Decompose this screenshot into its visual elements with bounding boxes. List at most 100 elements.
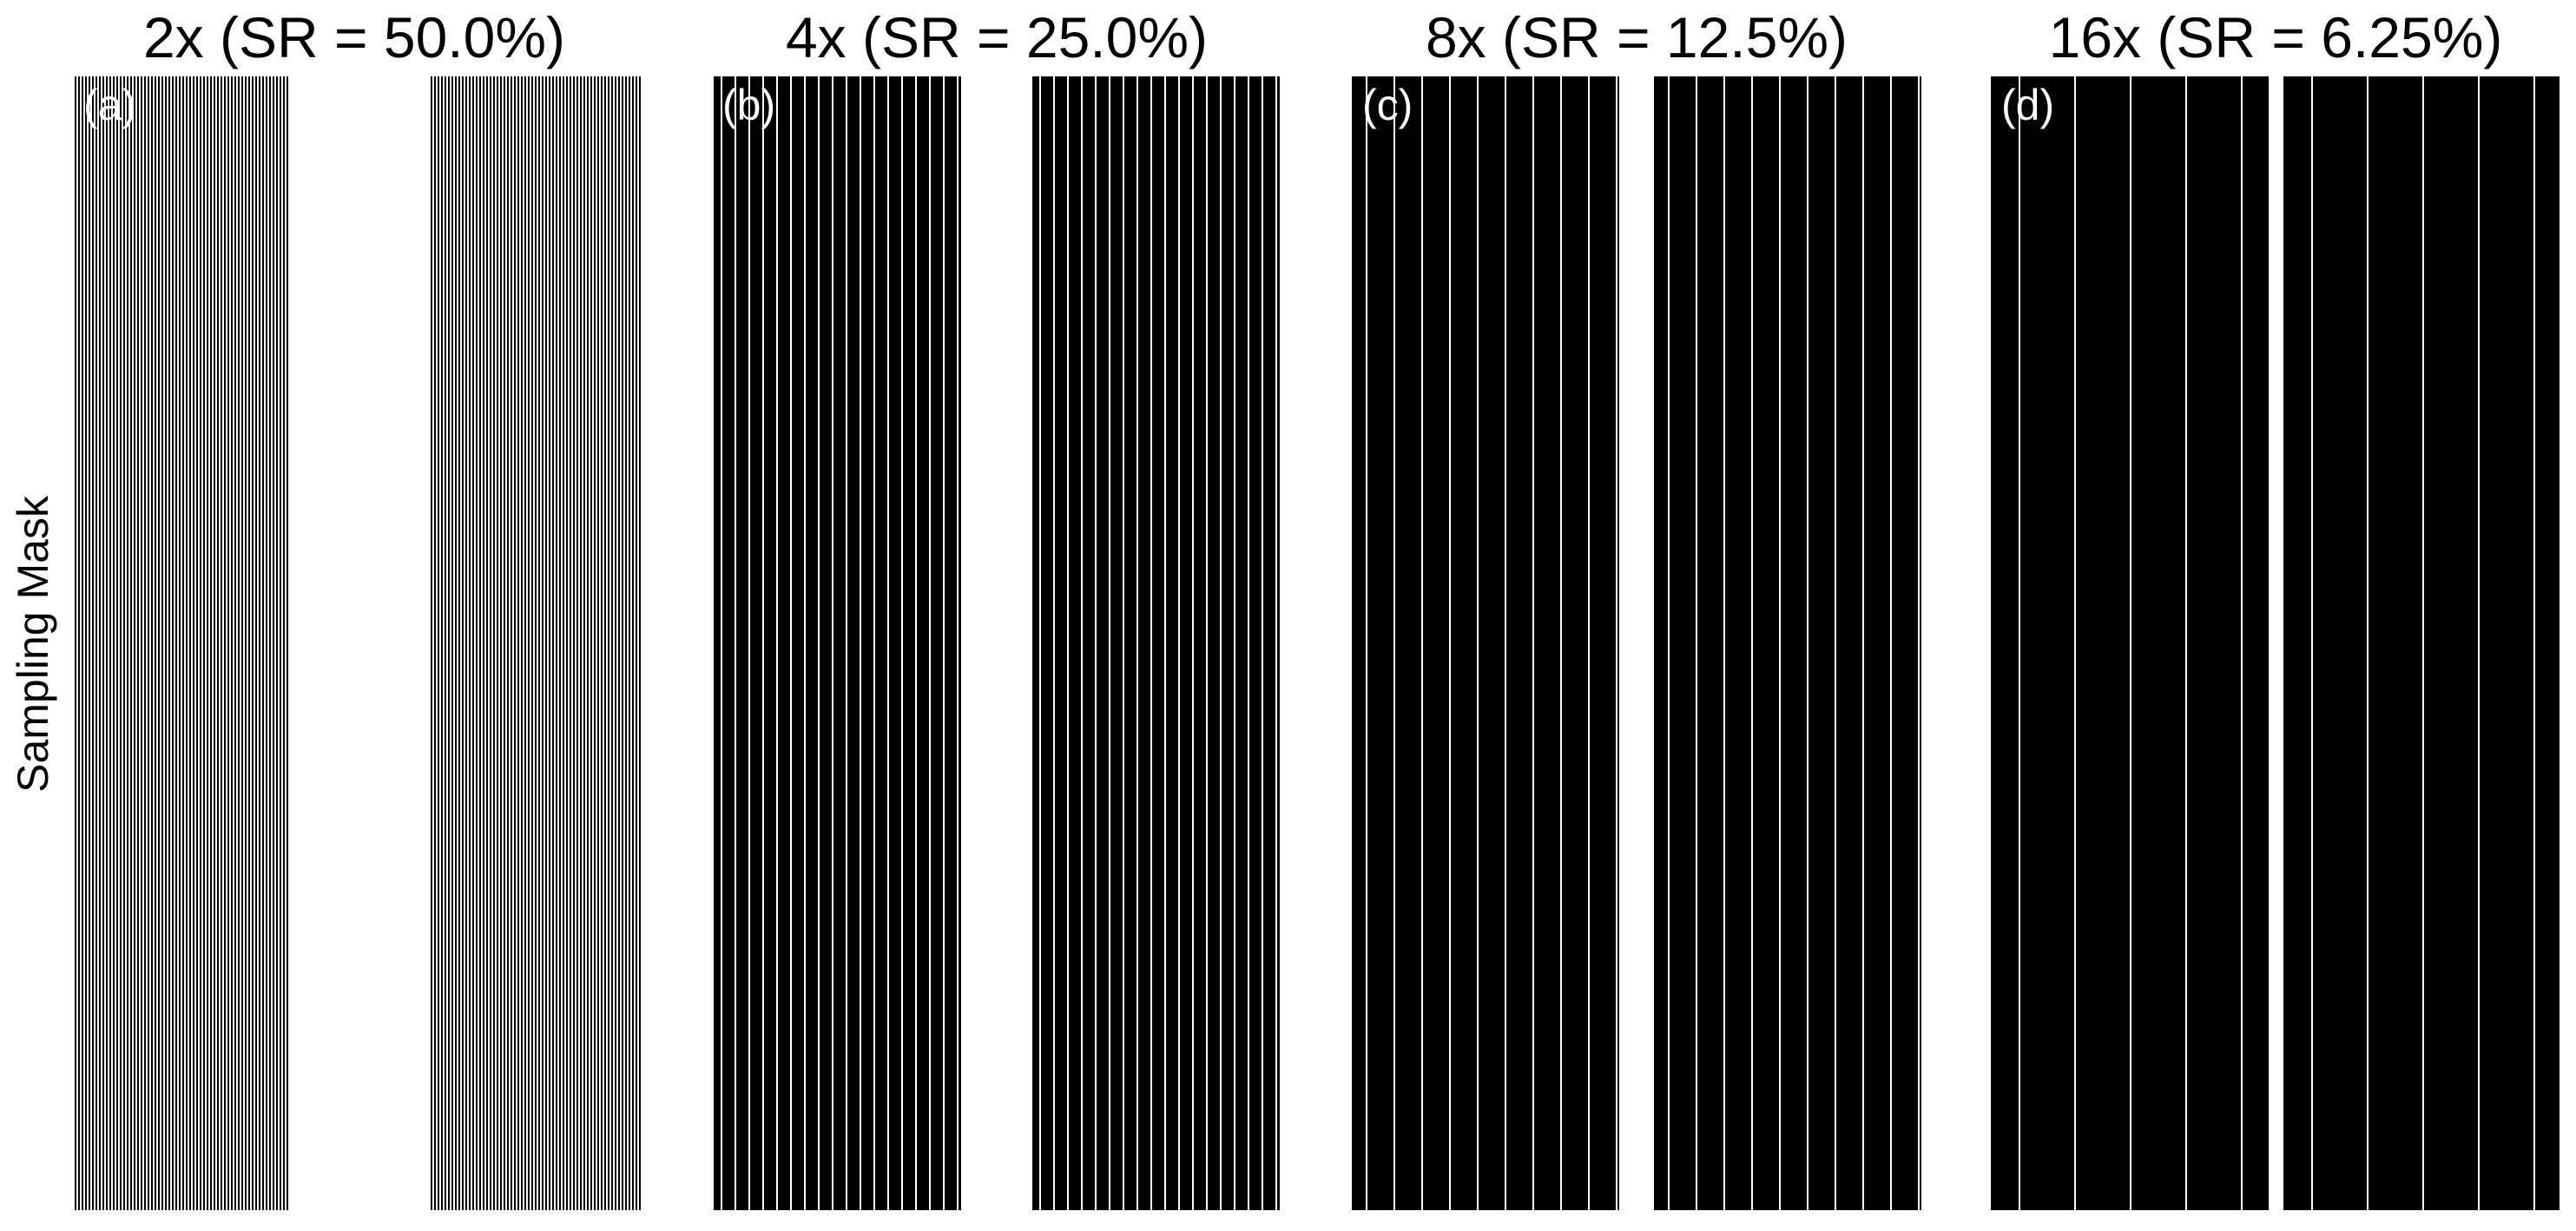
mask-line <box>109 76 111 1210</box>
sampled-line <box>818 76 820 1210</box>
mask-line <box>483 76 484 1210</box>
mask-line <box>524 76 526 1210</box>
sampled-line <box>1109 76 1110 1210</box>
mask-line <box>563 76 564 1210</box>
sampled-line <box>1890 76 1892 1210</box>
mask-line <box>465 76 467 1210</box>
sampled-line <box>1616 76 1617 1210</box>
mask-line <box>594 76 596 1210</box>
y-axis-label: Sampling Mask <box>9 495 57 793</box>
sampled-line <box>1560 76 1562 1210</box>
mask-line <box>75 76 76 1210</box>
mask-line <box>287 76 288 1210</box>
mask-line <box>497 76 498 1210</box>
panel-c-mask-right <box>1654 76 1921 1210</box>
mask-line <box>85 76 87 1210</box>
mask-line <box>434 76 436 1210</box>
sampled-line <box>1053 76 1055 1210</box>
sampled-line <box>1862 76 1864 1210</box>
sampled-line <box>1123 76 1124 1210</box>
sampled-line <box>1835 76 1836 1210</box>
sampled-line <box>2422 76 2424 1210</box>
sampled-line <box>1366 76 1367 1210</box>
sampled-line <box>1779 76 1781 1210</box>
sampled-line <box>887 76 889 1210</box>
panel-d-tag: (d) <box>2001 81 2054 129</box>
sampled-line <box>2241 76 2243 1210</box>
mask-line <box>587 76 589 1210</box>
mask-line <box>462 76 464 1210</box>
mask-line <box>276 76 278 1210</box>
mask-line <box>259 76 260 1210</box>
mask-line <box>144 76 146 1210</box>
sampled-line <box>957 76 959 1210</box>
panel-c-mask-left <box>1352 76 1619 1210</box>
mask-line <box>283 76 285 1210</box>
mask-line <box>203 76 205 1210</box>
mask-line <box>590 76 592 1210</box>
mask-line <box>476 76 478 1210</box>
mask-line <box>227 76 229 1210</box>
sampled-line <box>2533 76 2535 1210</box>
mask-line <box>472 76 474 1210</box>
panel-d: 16x (SR = 6.25%) (d) <box>1991 5 2560 1210</box>
sampled-line <box>1751 76 1753 1210</box>
mask-line <box>611 76 613 1210</box>
sampled-line <box>860 76 861 1210</box>
mask-line <box>155 76 156 1210</box>
panel-c: 8x (SR = 12.5%) (c) <box>1352 5 1921 1210</box>
mask-line <box>580 76 582 1210</box>
mask-line <box>127 76 128 1210</box>
panel-a: 2x (SR = 50.0%) (a) <box>74 5 641 1210</box>
mask-b-1-background <box>1032 76 1280 1210</box>
mask-line <box>102 76 104 1210</box>
sampled-line <box>1723 76 1725 1210</box>
mask-line <box>538 76 540 1210</box>
mask-line <box>252 76 254 1210</box>
sampled-line <box>1248 76 1249 1210</box>
mask-line <box>266 76 267 1210</box>
mask-line <box>196 76 198 1210</box>
sampled-line <box>1095 76 1097 1210</box>
mask-line <box>535 76 537 1210</box>
mask-line <box>490 76 491 1210</box>
panel-a-tag: (a) <box>83 81 136 129</box>
sampled-line <box>1192 76 1194 1210</box>
mask-line <box>576 76 578 1210</box>
panel-b-title: 4x (SR = 25.0%) <box>786 5 1208 69</box>
mask-line <box>431 76 432 1210</box>
panel-a-mask-left <box>74 76 288 1210</box>
mask-line <box>172 76 174 1210</box>
mask-c-0-background <box>1352 76 1619 1210</box>
sampled-line <box>1807 76 1808 1210</box>
sampled-line <box>2019 76 2020 1210</box>
sampled-line <box>1150 76 1152 1210</box>
mask-line <box>542 76 544 1210</box>
mask-line <box>514 76 516 1210</box>
sampled-line <box>790 76 792 1210</box>
mask-line <box>151 76 153 1210</box>
sampled-line <box>1477 76 1479 1210</box>
mask-line <box>625 76 627 1210</box>
panel-b-mask-left <box>714 76 961 1210</box>
mask-line <box>186 76 188 1210</box>
mask-line <box>217 76 219 1210</box>
sampled-line <box>1164 76 1166 1210</box>
sampled-line <box>1668 76 1670 1210</box>
mask-line <box>106 76 108 1210</box>
sampled-line <box>748 76 750 1210</box>
panel-b: 4x (SR = 25.0%) (b) <box>714 5 1280 1210</box>
sampled-line <box>901 76 903 1210</box>
mask-line <box>89 76 90 1210</box>
mask-line <box>517 76 519 1210</box>
mask-line <box>158 76 160 1210</box>
mask-line <box>134 76 135 1210</box>
mask-line <box>604 76 606 1210</box>
panel-b-tag: (b) <box>722 81 775 129</box>
mask-line <box>629 76 630 1210</box>
mask-line <box>559 76 561 1210</box>
mask-line <box>615 76 616 1210</box>
sampled-line <box>721 76 722 1210</box>
sampled-line <box>735 76 736 1210</box>
